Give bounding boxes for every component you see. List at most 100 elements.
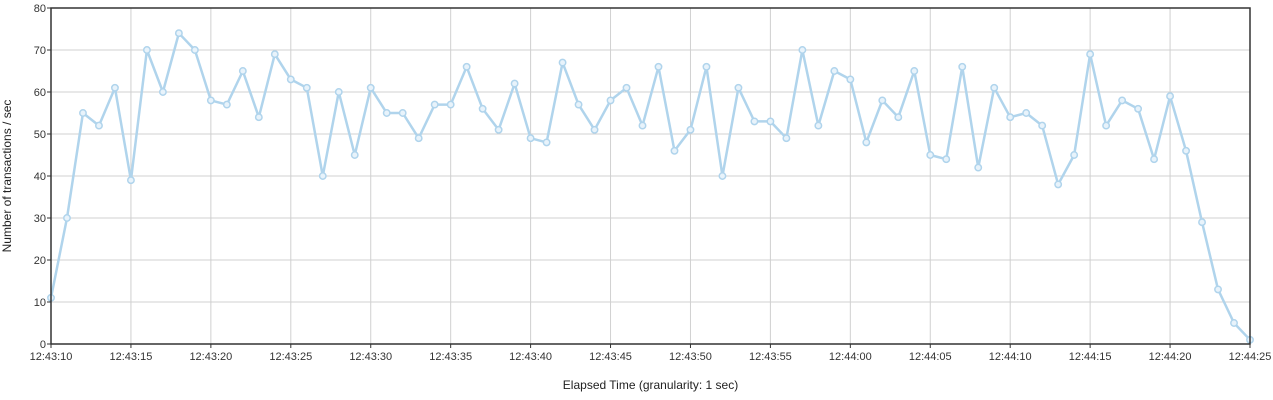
data-point (1214, 285, 1222, 294)
x-tick-label: 12:43:35 (429, 351, 472, 363)
data-point (270, 50, 279, 59)
data-point (1102, 121, 1111, 130)
data-point (910, 67, 919, 75)
data-point (1006, 113, 1015, 122)
x-tick-label: 12:44:00 (829, 351, 872, 363)
data-point (478, 104, 487, 113)
y-tick-label: 20 (34, 255, 46, 267)
data-point (334, 88, 343, 96)
data-point (734, 83, 743, 92)
data-point (606, 96, 615, 105)
data-point (1086, 50, 1095, 59)
data-point (1134, 104, 1143, 113)
data-point (974, 163, 983, 172)
data-point (1054, 180, 1063, 189)
y-tick-label: 60 (34, 87, 46, 99)
data-point (1038, 121, 1047, 130)
x-tick-label: 12:43:50 (669, 351, 712, 363)
data-point (958, 62, 967, 71)
data-point (542, 138, 551, 147)
data-point (190, 46, 199, 54)
data-point (174, 29, 183, 38)
data-point (1118, 96, 1127, 105)
x-tick-label: 12:44:20 (1149, 351, 1192, 363)
data-point (894, 113, 903, 122)
data-point (110, 83, 119, 92)
data-point (814, 121, 823, 130)
data-point (366, 83, 375, 92)
y-tick-label: 30 (34, 213, 46, 225)
data-point (79, 109, 87, 117)
x-tick-label: 12:43:10 (30, 351, 73, 363)
data-point (558, 58, 567, 67)
data-point (830, 67, 839, 75)
grid-lines (50, 7, 1251, 345)
y-tick-label: 80 (34, 3, 46, 15)
data-point (1230, 319, 1238, 327)
data-point (350, 151, 359, 159)
data-point (862, 138, 871, 147)
data-point (1166, 92, 1175, 101)
x-tick-label: 12:43:25 (269, 351, 312, 363)
data-point (414, 134, 423, 143)
data-point (846, 75, 855, 84)
data-point (222, 100, 231, 109)
y-tick-label: 50 (34, 129, 46, 141)
y-axis-ticks: 0 10 20 30 40 50 60 70 80 (34, 3, 51, 351)
data-point (1198, 218, 1206, 227)
data-point (318, 172, 327, 180)
data-point (990, 83, 999, 92)
x-axis-ticks: 12:43:10 12:43:15 12:43:20 12:43:25 12:43:30… (30, 344, 1272, 363)
x-tick-label: 12:43:55 (749, 351, 792, 363)
y-tick-label: 70 (34, 45, 46, 57)
x-tick-label: 12:44:05 (909, 351, 952, 363)
data-point (206, 96, 215, 105)
series-line (49, 31, 1251, 341)
x-tick-label: 12:43:20 (189, 351, 232, 363)
data-point (430, 100, 439, 109)
data-point (462, 62, 471, 71)
data-point (638, 121, 647, 130)
x-tick-label: 12:44:10 (989, 351, 1032, 363)
data-point (286, 75, 295, 84)
data-point (446, 100, 455, 109)
x-tick-label: 12:43:45 (589, 351, 632, 363)
x-tick-label: 12:43:40 (509, 351, 552, 363)
x-tick-label: 12:43:30 (349, 351, 392, 363)
data-point (238, 67, 247, 75)
series-layer (47, 29, 1254, 344)
x-tick-label: 12:44:15 (1069, 351, 1112, 363)
data-point (254, 113, 263, 122)
data-point (878, 96, 887, 105)
data-point (766, 117, 775, 126)
y-tick-label: 0 (40, 339, 46, 351)
data-point (1022, 109, 1031, 117)
data-point (1070, 151, 1079, 159)
data-point (126, 176, 135, 185)
y-tick-label: 40 (34, 171, 46, 183)
x-tick-label: 12:44:25 (1229, 351, 1272, 363)
data-point (798, 46, 807, 54)
data-point (622, 83, 631, 92)
data-point (782, 134, 791, 143)
data-point (142, 46, 151, 54)
data-point (1182, 146, 1191, 155)
data-point (654, 62, 663, 71)
data-point (750, 117, 759, 126)
data-point (302, 83, 311, 92)
data-point (398, 109, 407, 117)
data-point (942, 155, 951, 164)
data-point (686, 125, 695, 134)
data-point (574, 100, 583, 109)
data-point (718, 172, 727, 180)
data-point (526, 134, 535, 143)
data-point (926, 151, 935, 159)
data-point (63, 214, 71, 222)
x-tick-label: 12:43:15 (110, 351, 153, 363)
data-point (494, 125, 503, 134)
data-point (590, 125, 599, 134)
y-tick-label: 10 (34, 297, 46, 309)
data-point (1150, 155, 1159, 164)
data-point (702, 62, 711, 71)
